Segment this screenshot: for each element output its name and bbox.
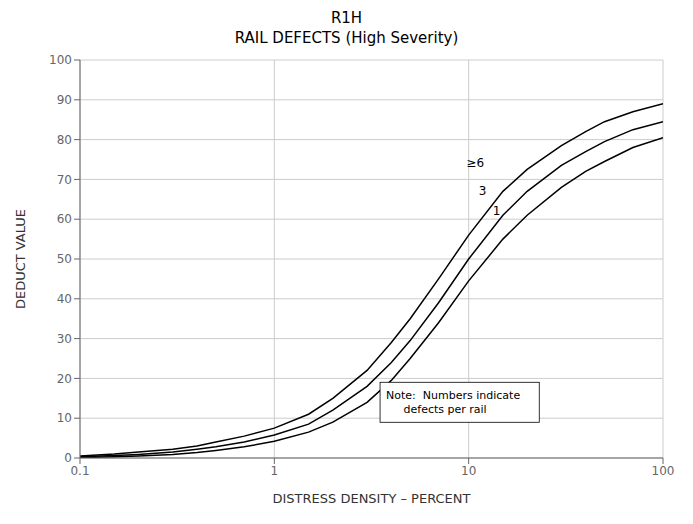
html-text:R1H: R1H bbox=[330, 9, 363, 27]
svg-text:≥6: ≥6 bbox=[466, 156, 484, 170]
svg-text:10: 10 bbox=[461, 464, 476, 478]
svg-text:80: 80 bbox=[57, 133, 72, 147]
html-text:RAIL DEFECTS (High Severity): RAIL DEFECTS (High Severity) bbox=[234, 29, 459, 47]
svg-text:100: 100 bbox=[652, 464, 675, 478]
svg-text:DEDUCT VALUE: DEDUCT VALUE bbox=[13, 209, 28, 309]
svg-text:50: 50 bbox=[57, 252, 72, 266]
svg-text:10: 10 bbox=[57, 411, 72, 425]
svg-text:30: 30 bbox=[57, 332, 72, 346]
svg-text:1: 1 bbox=[493, 204, 501, 218]
svg-text:0: 0 bbox=[64, 451, 72, 465]
svg-text:1: 1 bbox=[271, 464, 279, 478]
svg-text:0.1: 0.1 bbox=[70, 464, 89, 478]
svg-text:20: 20 bbox=[57, 372, 72, 386]
svg-text:Note: Numbers indicate: Note: Numbers indicate bbox=[386, 389, 520, 402]
svg-text:40: 40 bbox=[57, 292, 72, 306]
svg-text:70: 70 bbox=[57, 173, 72, 187]
svg-text:3: 3 bbox=[479, 184, 487, 198]
svg-text:100: 100 bbox=[49, 53, 72, 67]
svg-text:defects per rail: defects per rail bbox=[386, 403, 487, 416]
svg-text:60: 60 bbox=[57, 212, 72, 226]
svg-text:90: 90 bbox=[57, 93, 72, 107]
svg-text:DISTRESS DENSITY – PERCENT: DISTRESS DENSITY – PERCENT bbox=[273, 491, 471, 506]
